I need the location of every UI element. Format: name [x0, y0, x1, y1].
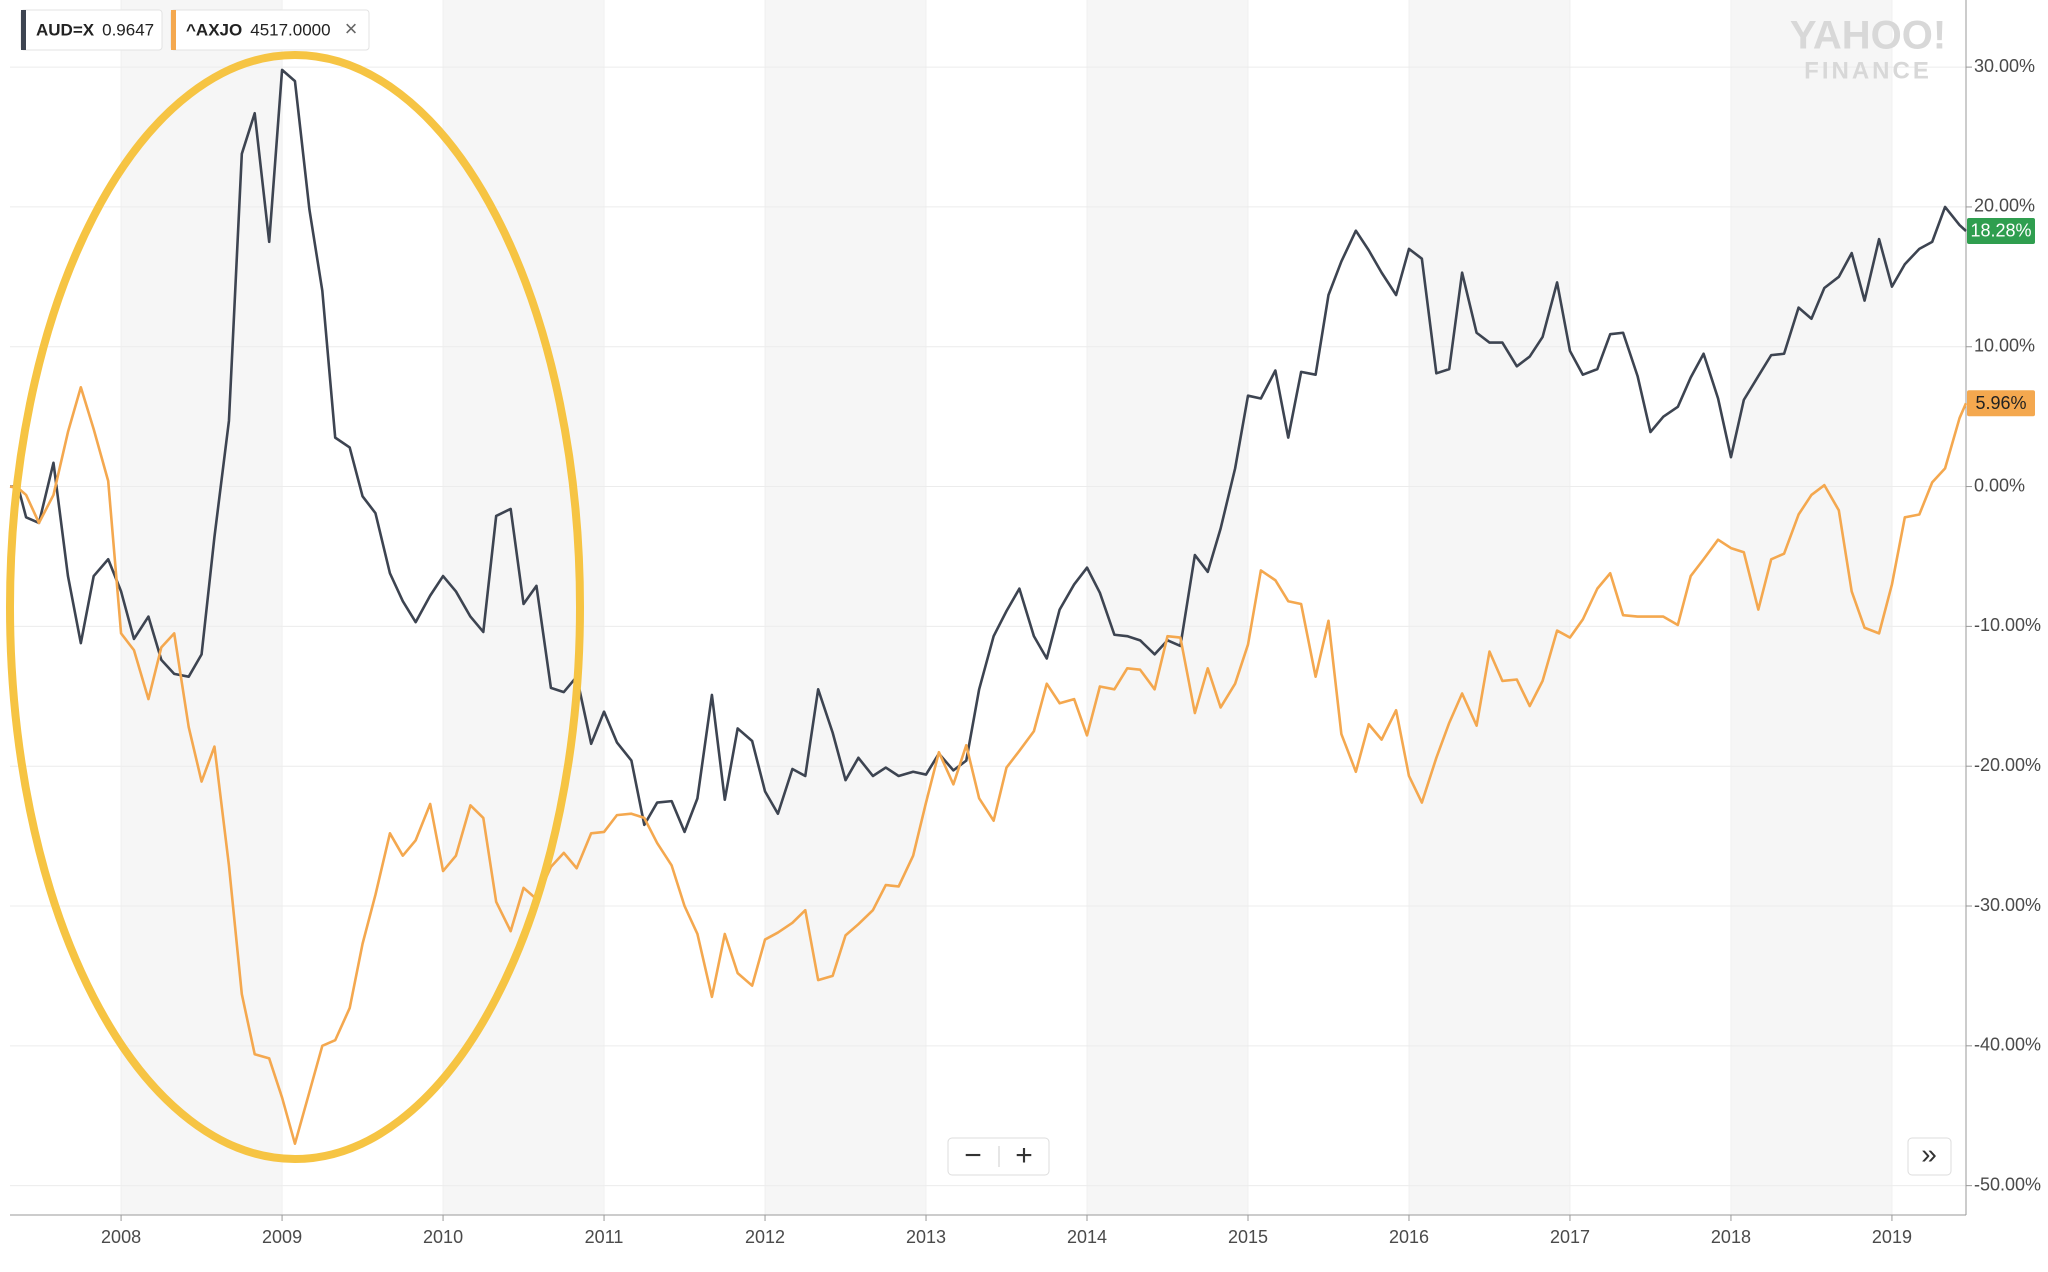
- x-tick-label: 2015: [1228, 1227, 1268, 1247]
- legend-item[interactable]: AUD=X 0.9647: [20, 9, 163, 51]
- year-band: [765, 0, 927, 1215]
- y-tick-label: 10.00%: [1974, 335, 2035, 355]
- year-band: [1408, 0, 1570, 1215]
- legend-name: ^AXJO: [186, 20, 242, 39]
- y-tick-label: 0.00%: [1974, 475, 2025, 495]
- y-tick-label: -40.00%: [1974, 1035, 2041, 1055]
- x-tick-label: 2014: [1067, 1227, 1107, 1247]
- expand-box: [1907, 1137, 1952, 1176]
- end-label: 18.28%: [1970, 221, 2031, 241]
- zoom-in[interactable]: +: [1015, 1139, 1033, 1172]
- legend-quote: 4517.0000: [250, 20, 330, 39]
- x-tick-label: 2016: [1389, 1227, 1429, 1247]
- zoom-out[interactable]: −: [964, 1139, 982, 1172]
- legend-close[interactable]: ×: [345, 16, 358, 41]
- x-tick-label: 2010: [423, 1227, 463, 1247]
- watermark: FINANCE: [1804, 57, 1932, 84]
- watermark: YAHOO!: [1790, 14, 1946, 58]
- x-tick-label: 2017: [1550, 1227, 1590, 1247]
- series-line: [10, 68, 1967, 834]
- legend-item[interactable]: ^AXJO 4517.0000 ×: [170, 9, 370, 51]
- y-tick-label: 30.00%: [1974, 56, 2035, 76]
- legend-name: AUD=X: [36, 20, 95, 39]
- year-band: [1087, 0, 1248, 1215]
- y-tick-label: -20.00%: [1974, 755, 2041, 775]
- x-tick-label: 2018: [1711, 1227, 1751, 1247]
- x-tick-label: 2019: [1872, 1227, 1912, 1247]
- legend-swatch: [171, 10, 176, 50]
- legend-swatch: [21, 10, 26, 50]
- end-label: 5.96%: [1975, 393, 2026, 413]
- y-tick-label: -30.00%: [1974, 895, 2041, 915]
- year-band: [121, 0, 283, 1215]
- y-tick-label: -50.00%: [1974, 1174, 2041, 1194]
- x-tick-label: 2011: [585, 1227, 624, 1247]
- y-tick-label: 20.00%: [1974, 196, 2035, 216]
- end-label-box: [1967, 217, 2035, 244]
- highlight-ellipse: [6, 51, 584, 1163]
- series-line: [9, 385, 1968, 1145]
- x-tick-label: 2013: [906, 1227, 946, 1247]
- y-tick-label: -10.00%: [1974, 615, 2041, 635]
- zoom-controls: − + »: [947, 1137, 1952, 1176]
- x-tick-label: 2012: [745, 1227, 785, 1247]
- expand-button[interactable]: »: [1921, 1138, 1937, 1169]
- end-label-box: [1967, 390, 2035, 417]
- year-band: [1730, 0, 1892, 1215]
- legend-quote: 0.9647: [102, 20, 154, 39]
- x-tick-label: 2008: [101, 1227, 141, 1247]
- x-tick-label: 2009: [262, 1227, 302, 1247]
